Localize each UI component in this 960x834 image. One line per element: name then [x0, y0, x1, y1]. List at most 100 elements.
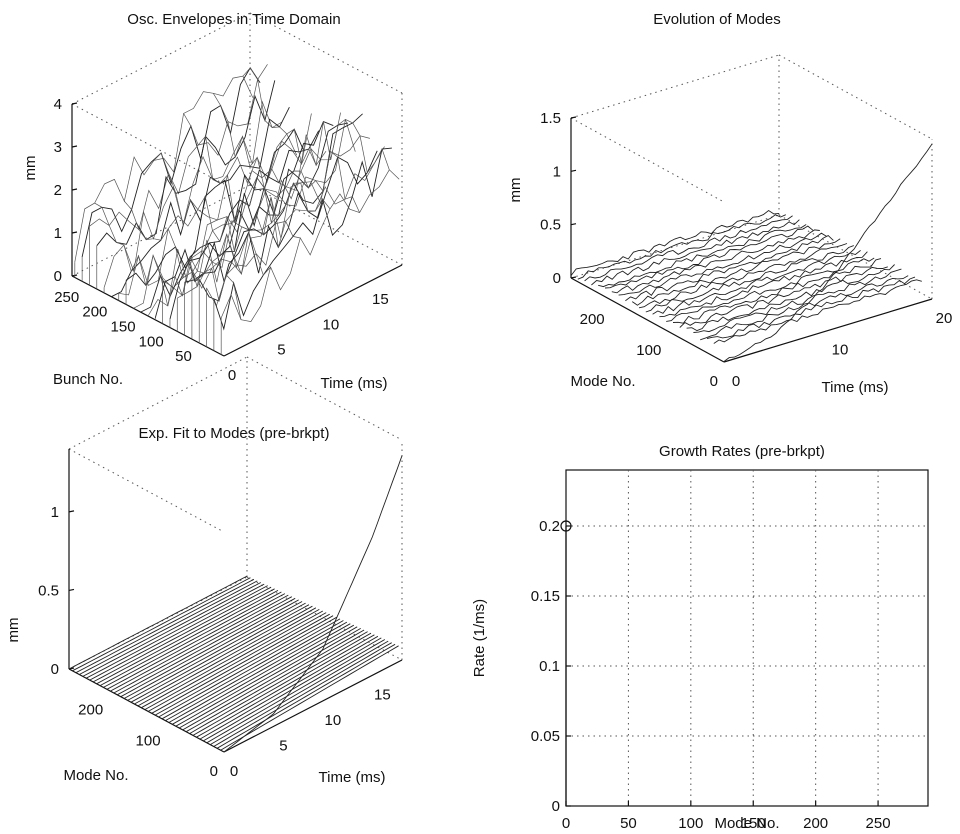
p2-mode-line	[666, 257, 875, 322]
p1-z-tick	[71, 145, 78, 148]
p1-x-tick-label: 10	[323, 316, 340, 333]
p1-grid-line	[249, 12, 403, 94]
p3-fit-line	[92, 586, 272, 683]
p1-surface-line	[242, 67, 390, 174]
p1-surface-line	[177, 119, 356, 299]
p2-mode-line	[659, 251, 868, 318]
p3-y-tick-label: 0	[210, 763, 218, 780]
p3-fit-line	[99, 590, 279, 686]
p4-data-point	[560, 520, 572, 532]
p3-growing-fit-line	[223, 455, 403, 753]
p3-grid-line	[68, 448, 225, 533]
p3-fit-line	[116, 597, 296, 696]
p2-z-tick-label: 0.5	[540, 217, 561, 234]
p2-mode-line	[577, 214, 786, 280]
p1-z-tick-label: 2	[54, 182, 62, 199]
p2-mode-line	[598, 224, 807, 288]
p3-fit-line	[168, 621, 348, 723]
p1-surface-line	[153, 152, 301, 252]
p3-z-tick	[68, 588, 75, 592]
p1-surface-line	[125, 128, 305, 287]
p3-y-label: Mode No.	[63, 767, 128, 784]
p2-mode-line	[645, 245, 854, 313]
p1-surface-line	[213, 147, 392, 331]
p3-fit-line	[113, 596, 293, 694]
p3-fit-line	[161, 618, 341, 720]
p1-surface-line	[184, 113, 363, 283]
p3-fit-line	[96, 588, 275, 685]
p4-y-tick-label: 0.15	[531, 588, 560, 605]
p3-fit-line	[178, 626, 358, 729]
p3-fit-line	[220, 645, 399, 751]
p3-fit-line	[110, 594, 289, 692]
p2-x-tick-label: 0	[732, 373, 740, 390]
p2-y-label: Mode No.	[570, 373, 635, 390]
p3-fit-line	[209, 640, 389, 745]
p3-x-label: Time (ms)	[319, 769, 386, 786]
p1-surface-line	[212, 93, 360, 213]
p1-surface-line	[147, 134, 327, 317]
p3-fit-line	[189, 631, 368, 734]
p3-fit-line	[72, 577, 251, 672]
p1-surface-line	[133, 113, 312, 309]
p2-mode-line	[604, 225, 814, 289]
p1-surface-line	[81, 67, 261, 258]
p2-mode-line	[706, 276, 916, 339]
p1-surface-line	[89, 64, 268, 231]
p4-x-tick-label: 150	[741, 815, 766, 832]
p3-fit-line	[182, 628, 361, 731]
p4-title: Growth Rates (pre-brkpt)	[659, 443, 825, 460]
p3-x-tick-label: 15	[374, 686, 391, 703]
p1-x-tick-label: 5	[277, 342, 285, 359]
p4-y-tick-label: 0.2	[539, 518, 560, 535]
p1-y-tick-label: 200	[82, 304, 107, 321]
p2-mode-line	[625, 235, 834, 302]
p2-mode-line	[611, 229, 820, 294]
p1-surface-line	[206, 146, 385, 307]
p1-surface-line	[162, 112, 341, 297]
p1-z-label: mm	[22, 156, 39, 181]
p1-z-tick	[71, 102, 78, 105]
p3-fit-line	[144, 610, 324, 710]
p2-x-label: Time (ms)	[822, 379, 889, 396]
p3-x-tick-label: 0	[230, 763, 238, 780]
p1-surface-line	[74, 75, 254, 263]
p3-fit-line	[137, 607, 317, 707]
p3-y-tick-label: 200	[78, 702, 103, 719]
p4-x-tick-label: 200	[803, 815, 828, 832]
p1-surface-line	[94, 202, 242, 320]
p3-grid-line	[68, 356, 248, 450]
p3-fit-line	[106, 593, 286, 690]
p2-grid-line	[570, 117, 725, 203]
p2-mode-line	[679, 266, 888, 328]
p2-mode-line	[713, 279, 922, 344]
p1-z-tick	[71, 188, 78, 191]
p4-x-tick-label: 50	[620, 815, 637, 832]
p2-z-tick	[570, 169, 577, 172]
p1-grid-line	[71, 12, 251, 105]
p3-title: Exp. Fit to Modes (pre-brkpt)	[139, 425, 330, 442]
p3-fit-line	[141, 609, 320, 709]
p1-surface-line	[220, 169, 400, 322]
p3-fit-line	[216, 643, 396, 749]
p1-surface-line	[198, 150, 378, 302]
p1-surface-line	[96, 80, 276, 246]
p4-x-tick-label: 0	[562, 815, 570, 832]
p3-fit-line	[134, 605, 313, 705]
p4-plot-frame	[565, 469, 929, 807]
p2-y-tick-label: 100	[636, 342, 661, 359]
p3-mode-axis	[68, 668, 225, 753]
p1-y-label: Bunch No.	[53, 371, 123, 388]
p3-x-tick-label: 5	[279, 737, 287, 754]
p2-y-tick-label: 200	[580, 311, 605, 328]
p1-surface-line	[183, 113, 331, 224]
p3-fit-line	[206, 639, 386, 744]
p2-mode-line	[591, 219, 800, 286]
p3-fit-line	[151, 613, 330, 714]
p3-fit-line	[147, 612, 327, 712]
p2-mode-line	[570, 209, 780, 276]
p3-z-tick	[68, 510, 75, 513]
p2-z-tick-label: 1	[553, 163, 561, 180]
p4-y-tick-label: 0	[552, 798, 560, 815]
p2-mode-line	[672, 258, 882, 324]
